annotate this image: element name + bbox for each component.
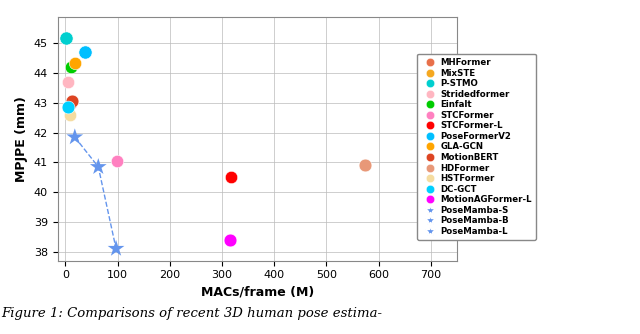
- Point: [111, 158, 122, 164]
- Point: [360, 163, 370, 168]
- Point: [80, 50, 90, 55]
- Point: [67, 99, 77, 104]
- Point: [93, 164, 104, 170]
- Point: [61, 35, 72, 40]
- Legend: MHFormer, MixSTE, P-STMO, Stridedformer, Einfalt, STCFormer, STCFormer-L, PoseFo: MHFormer, MixSTE, P-STMO, Stridedformer,…: [417, 54, 536, 240]
- Point: [62, 105, 72, 110]
- Point: [435, 213, 445, 218]
- Point: [65, 112, 75, 118]
- Point: [70, 135, 80, 140]
- Point: [69, 61, 79, 67]
- Point: [63, 79, 73, 85]
- Point: [65, 64, 76, 70]
- Point: [111, 246, 121, 251]
- Point: [65, 100, 76, 106]
- Text: Figure 1: Comparisons of recent 3D human pose estima-: Figure 1: Comparisons of recent 3D human…: [1, 308, 383, 320]
- Point: [225, 237, 236, 242]
- Point: [70, 60, 81, 65]
- Y-axis label: MPJPE (mm): MPJPE (mm): [15, 96, 28, 182]
- X-axis label: MACs/frame (M): MACs/frame (M): [200, 286, 314, 299]
- Point: [227, 175, 237, 180]
